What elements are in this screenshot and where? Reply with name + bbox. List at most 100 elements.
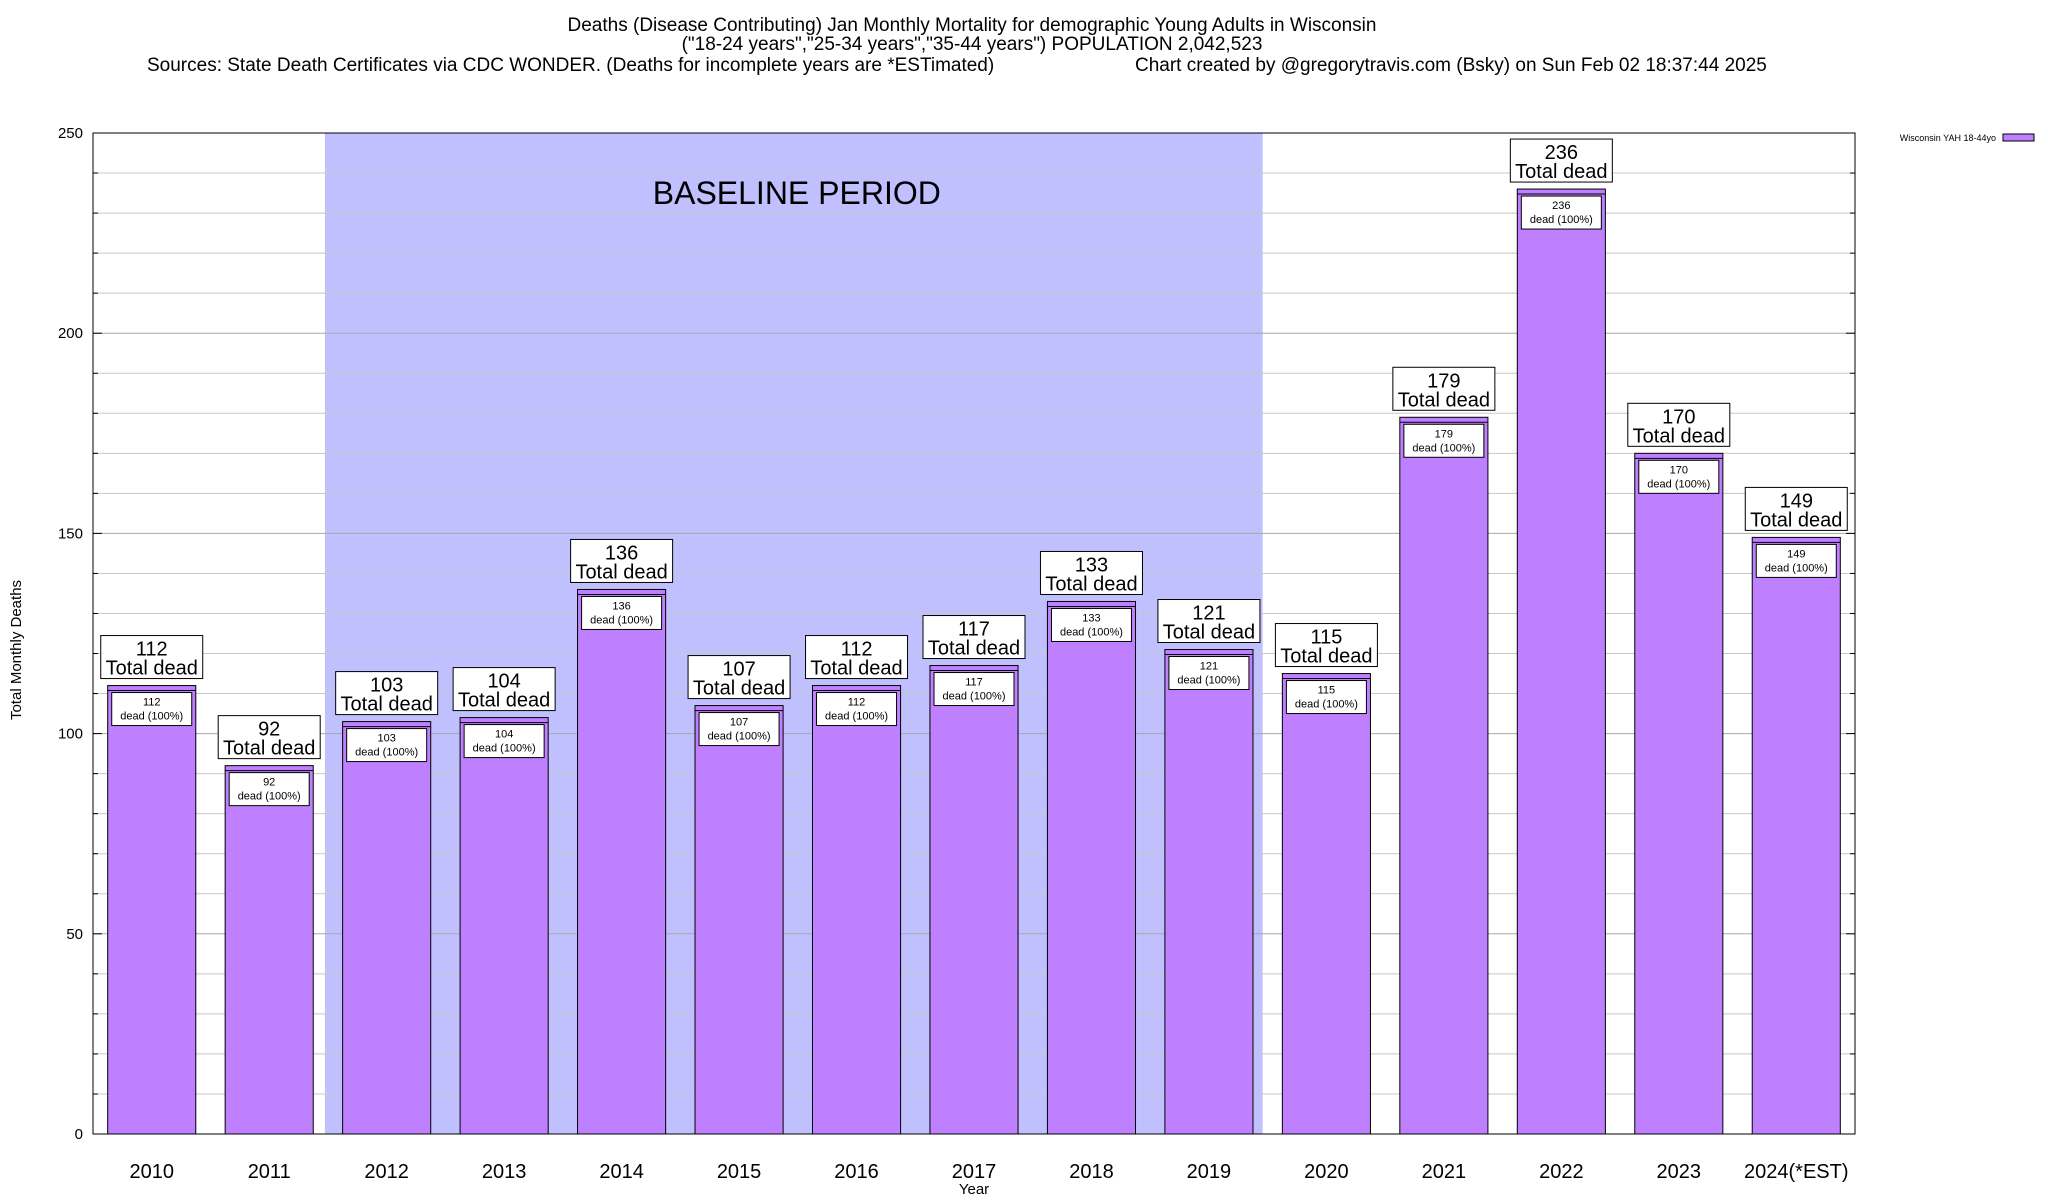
total-label-text: Total dead [341,694,433,716]
total-label-value: 236 [1545,142,1578,164]
inner-label-box [111,692,193,727]
bar [1634,452,1724,1135]
inner-label-box [816,692,898,727]
inner-label-value: 149 [1787,548,1805,560]
baseline-label: BASELINE PERIOD [653,175,941,211]
total-label-value: 179 [1427,370,1460,392]
inner-label-value: 236 [1552,200,1570,212]
bar [459,717,549,1135]
x-tick-label: 2011 [248,1161,291,1183]
inner-label-pct: dead (100%) [943,691,1006,703]
total-label-box [1039,550,1143,595]
x-tick-label: 2012 [364,1161,409,1183]
x-tick-label: 2024(*EST) [1744,1161,1849,1183]
x-tick-label: 2023 [1657,1161,1702,1183]
total-label-box [335,671,439,716]
total-label-box [1509,138,1613,183]
chart-credit: Chart created by @gregorytravis.com (Bsk… [1135,55,1767,76]
x-tick-label: 2013 [482,1161,527,1183]
x-tick-label: 2015 [717,1161,762,1183]
x-tick-label: 2017 [952,1161,997,1183]
total-label-box [1744,486,1848,531]
inner-label-box [1520,195,1602,230]
y-tick-label: 100 [58,726,83,743]
total-label-box [1627,402,1731,447]
total-label-box [805,635,909,680]
inner-label-value: 136 [612,600,630,612]
total-label-text: Total dead [1045,573,1137,595]
inner-label-box [463,724,545,759]
total-label-value: 112 [136,639,168,661]
plot-frame [92,132,1856,1135]
inner-label-value: 104 [495,729,513,741]
inner-label-value: 107 [730,717,748,729]
y-tick-label: 50 [66,926,83,943]
total-label-text: Total dead [1750,509,1842,531]
bar [107,685,197,1135]
inner-label-box [1050,607,1132,642]
total-label-text: Total dead [458,690,550,712]
inner-label-value: 112 [143,697,161,709]
y-axis-label: Total Monthly Deaths [8,580,25,720]
total-label-text: Total dead [1398,389,1490,411]
inner-label-value: 170 [1670,464,1688,476]
inner-label-pct: dead (100%) [473,743,536,755]
inner-label-pct: dead (100%) [1295,699,1358,711]
total-label-text: Total dead [106,658,198,680]
x-tick-label: 2020 [1304,1161,1349,1183]
inner-label-value: 179 [1435,428,1453,440]
inner-label-pct: dead (100%) [355,747,418,759]
bar [224,765,314,1135]
y-tick-label: 150 [58,525,83,542]
total-label-text: Total dead [1633,425,1725,447]
inner-label-box [1403,423,1485,458]
inner-label-pct: dead (100%) [238,791,301,803]
total-label-text: Total dead [693,678,785,700]
inner-label-value: 92 [263,777,275,789]
inner-label-value: 115 [1318,685,1336,697]
chart-sources: Sources: State Death Certificates via CD… [147,55,994,76]
total-label-value: 115 [1310,627,1342,649]
y-tick-label: 250 [58,125,83,142]
inner-label-value: 117 [965,677,983,689]
total-label-text: Total dead [575,561,667,583]
inner-label-value: 112 [848,697,866,709]
total-label-value: 136 [605,542,638,564]
bar [929,665,1019,1135]
total-label-box [687,655,791,700]
total-label-box [1157,599,1261,644]
inner-label-box [1638,459,1720,494]
x-tick-label: 2022 [1539,1161,1584,1183]
chart-title-line-2: ("18-24 years","25-34 years","35-44 year… [682,34,1263,55]
legend: Wisconsin YAH 18-44yo [1900,133,2035,143]
chart-title-line-1: Deaths (Disease Contributing) Jan Monthl… [568,15,1377,36]
legend-swatch [2002,133,2035,142]
bar [1399,416,1489,1135]
legend-label: Wisconsin YAH 18-44yo [1900,133,1996,143]
total-label-text: Total dead [810,658,902,680]
x-tick-label: 2018 [1069,1161,1114,1183]
inner-label-box [228,772,310,807]
x-tick-label: 2016 [834,1161,879,1183]
inner-label-pct: dead (100%) [1647,478,1710,490]
bar [1516,188,1606,1135]
bar [1164,649,1254,1135]
total-label-text: Total dead [223,738,315,760]
x-tick-label: 2019 [1187,1161,1232,1183]
total-label-value: 112 [841,639,873,661]
inner-label-pct: dead (100%) [708,731,771,743]
inner-label-pct: dead (100%) [1177,675,1240,687]
bar [1751,536,1841,1135]
total-label-text: Total dead [1515,161,1607,183]
inner-label-box [346,728,428,763]
y-tick-label: 0 [75,1126,83,1143]
total-label-box [1274,623,1378,668]
total-label-value: 107 [722,659,755,681]
inner-label-box [581,595,663,630]
total-label-value: 121 [1192,603,1225,625]
inner-label-box [698,712,780,747]
inner-label-pct: dead (100%) [825,711,888,723]
total-label-box [1392,366,1496,411]
inner-label-box [1168,656,1250,691]
